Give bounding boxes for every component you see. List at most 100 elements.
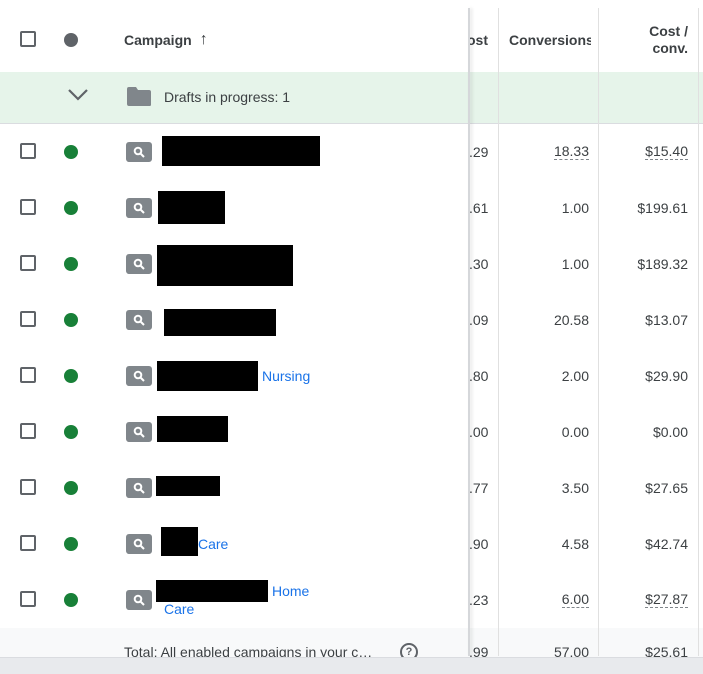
cost-conv-header-line1: Cost / — [649, 23, 688, 39]
sort-arrow-icon[interactable]: ↑ — [199, 31, 208, 48]
row-checkbox[interactable] — [20, 479, 36, 495]
table-row[interactable]: .61 1.00 $199.61 — [0, 180, 703, 237]
table-row[interactable]: .29 18.33 $15.40 — [0, 124, 703, 181]
cost-header-label: ost — [469, 32, 488, 48]
status-enabled-icon[interactable] — [64, 369, 78, 383]
conversions-cell[interactable]: 18.33 — [553, 143, 589, 160]
cost-cell: .80 — [469, 368, 488, 384]
campaign-name-redacted[interactable] — [157, 245, 293, 286]
total-row: Total: All enabled campaigns in your c… … — [0, 628, 703, 661]
folder-icon — [127, 87, 151, 106]
cost-cell: .29 — [469, 144, 488, 160]
search-campaign-icon — [126, 142, 152, 162]
cost-per-conv-cell: $13.07 — [645, 312, 688, 328]
row-checkbox[interactable] — [20, 367, 36, 383]
campaign-name-link-line2[interactable]: Care — [164, 601, 195, 617]
table-row[interactable]: Care .90 4.58 $42.74 — [0, 516, 703, 573]
chevron-down-icon[interactable] — [67, 88, 89, 102]
conversions-cell: 20.58 — [553, 312, 589, 328]
cost-cell: .61 — [469, 200, 488, 216]
cost-per-conv-cell: $27.65 — [645, 480, 688, 496]
status-dot-icon[interactable] — [64, 33, 78, 47]
column-divider — [498, 8, 499, 656]
cost-cell: .90 — [469, 536, 488, 552]
horizontal-scrollbar[interactable] — [0, 657, 703, 674]
drafts-row[interactable]: Drafts in progress: 1 — [0, 72, 703, 124]
cost-per-conv-cell: $189.32 — [637, 256, 688, 272]
cost-per-conv-cell[interactable]: $15.40 — [645, 143, 688, 160]
campaign-name-redacted[interactable] — [156, 476, 220, 496]
row-checkbox[interactable] — [20, 591, 36, 607]
row-checkbox[interactable] — [20, 311, 36, 327]
campaign-name-link[interactable]: Care — [198, 536, 229, 552]
status-enabled-icon[interactable] — [64, 593, 78, 607]
cost-per-conv-column-header[interactable]: Cost / conv. — [599, 8, 688, 72]
conversions-cell[interactable]: 6.00 — [561, 591, 589, 608]
cost-cell: .00 — [469, 424, 488, 440]
row-checkbox[interactable] — [20, 535, 36, 551]
search-campaign-icon — [126, 534, 152, 554]
row-checkbox[interactable] — [20, 199, 36, 215]
status-enabled-icon[interactable] — [64, 201, 78, 215]
cost-per-conv-cell[interactable]: $27.87 — [645, 591, 688, 608]
total-cost-cell: .99 — [469, 644, 488, 660]
campaign-name-redacted[interactable] — [164, 309, 276, 336]
conversions-cell: 1.00 — [561, 256, 589, 272]
cost-column-header[interactable]: ost — [469, 8, 488, 72]
cost-per-conv-cell: $199.61 — [637, 200, 688, 216]
cost-per-conv-cell: $29.90 — [645, 368, 688, 384]
total-conversions-cell: 57.00 — [553, 644, 589, 660]
conversions-cell: 1.00 — [561, 200, 589, 216]
cost-cell: .30 — [469, 256, 488, 272]
conversions-cell: 2.00 — [561, 368, 589, 384]
conversions-cell: 3.50 — [561, 480, 589, 496]
status-enabled-icon[interactable] — [64, 425, 78, 439]
status-enabled-icon[interactable] — [64, 257, 78, 271]
status-enabled-icon[interactable] — [64, 145, 78, 159]
campaign-column-header[interactable]: Campaign ↑ — [124, 8, 208, 72]
campaign-name-link[interactable]: Nursing — [262, 368, 311, 384]
sticky-column-shadow — [468, 8, 470, 656]
search-campaign-icon — [126, 310, 152, 330]
campaign-header-label: Campaign — [124, 32, 192, 48]
campaign-name-redacted[interactable] — [161, 527, 198, 556]
conversions-column-header[interactable]: Conversions — [509, 8, 591, 72]
search-campaign-icon — [126, 198, 152, 218]
campaign-name-redacted[interactable] — [157, 361, 258, 391]
status-enabled-icon[interactable] — [64, 537, 78, 551]
table-row[interactable]: .00 0.00 $0.00 — [0, 404, 703, 461]
search-campaign-icon — [126, 478, 152, 498]
table-row[interactable]: Nursing .80 2.00 $29.90 — [0, 348, 703, 405]
cost-cell: .77 — [469, 480, 488, 496]
conversions-cell: 0.00 — [561, 424, 589, 440]
row-checkbox[interactable] — [20, 255, 36, 271]
cost-conv-header-line2: conv. — [652, 40, 688, 56]
status-enabled-icon[interactable] — [64, 481, 78, 495]
search-campaign-icon — [126, 590, 152, 610]
search-campaign-icon — [126, 254, 152, 274]
cost-per-conv-cell: $0.00 — [652, 424, 688, 440]
column-divider — [598, 8, 599, 656]
status-enabled-icon[interactable] — [64, 313, 78, 327]
row-checkbox[interactable] — [20, 143, 36, 159]
cost-per-conv-cell: $42.74 — [645, 536, 688, 552]
search-campaign-icon — [126, 422, 152, 442]
row-checkbox[interactable] — [20, 423, 36, 439]
cost-cell: .23 — [469, 592, 488, 608]
table-header: Campaign ↑ ost Conversions Cost / conv. — [0, 8, 703, 73]
total-cost-per-conv-cell: $25.61 — [645, 644, 688, 660]
campaign-name-redacted[interactable] — [157, 416, 228, 442]
conversions-cell: 4.58 — [561, 536, 589, 552]
campaign-name-redacted[interactable] — [162, 136, 320, 166]
campaign-name-redacted[interactable] — [158, 191, 225, 224]
campaign-name-redacted[interactable] — [156, 580, 268, 602]
search-campaign-icon — [126, 366, 152, 386]
table-row[interactable]: .77 3.50 $27.65 — [0, 460, 703, 517]
select-all-checkbox[interactable] — [20, 31, 36, 47]
conversions-header-label: Conversions — [509, 32, 591, 48]
cost-cell: .09 — [469, 312, 488, 328]
drafts-label: Drafts in progress: 1 — [164, 89, 291, 105]
column-divider — [698, 8, 699, 656]
campaign-name-link[interactable]: Home — [272, 583, 310, 599]
